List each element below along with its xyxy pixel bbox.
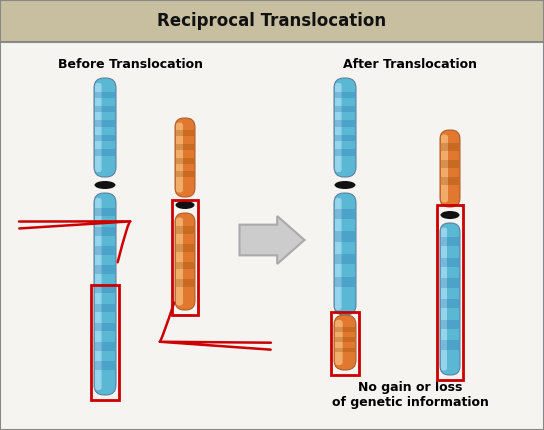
FancyBboxPatch shape bbox=[175, 118, 195, 197]
Bar bbox=[441, 319, 459, 329]
Text: No gain or loss
of genetic information: No gain or loss of genetic information bbox=[331, 381, 489, 409]
Bar bbox=[95, 227, 115, 236]
Ellipse shape bbox=[176, 201, 195, 209]
Bar bbox=[335, 327, 355, 332]
Bar bbox=[95, 208, 115, 216]
Bar bbox=[441, 258, 459, 267]
Bar bbox=[95, 92, 115, 98]
Bar bbox=[176, 226, 194, 234]
Bar bbox=[335, 254, 355, 264]
Bar bbox=[441, 237, 459, 246]
FancyBboxPatch shape bbox=[334, 78, 356, 177]
Bar bbox=[176, 144, 194, 150]
Bar bbox=[95, 106, 115, 112]
Bar bbox=[95, 284, 115, 293]
Bar bbox=[91, 285, 119, 400]
Bar bbox=[441, 340, 459, 350]
Bar bbox=[176, 279, 194, 287]
Polygon shape bbox=[239, 216, 305, 264]
Bar bbox=[335, 231, 355, 242]
Bar bbox=[335, 106, 355, 112]
FancyBboxPatch shape bbox=[95, 83, 102, 172]
Bar bbox=[95, 135, 115, 141]
Bar bbox=[176, 171, 194, 177]
Bar bbox=[441, 160, 459, 168]
Bar bbox=[441, 299, 459, 308]
Bar bbox=[95, 265, 115, 274]
Bar bbox=[331, 312, 359, 375]
Bar bbox=[176, 261, 194, 270]
FancyBboxPatch shape bbox=[441, 135, 448, 203]
Bar bbox=[95, 149, 115, 156]
FancyBboxPatch shape bbox=[334, 315, 356, 370]
Bar bbox=[335, 149, 355, 156]
Bar bbox=[335, 92, 355, 98]
Bar bbox=[95, 361, 115, 370]
FancyBboxPatch shape bbox=[94, 78, 116, 177]
Ellipse shape bbox=[441, 211, 460, 219]
Text: After Translocation: After Translocation bbox=[343, 58, 477, 71]
Bar bbox=[335, 347, 355, 352]
Bar bbox=[95, 342, 115, 350]
Bar bbox=[441, 177, 459, 184]
Bar bbox=[335, 338, 355, 342]
Bar bbox=[176, 130, 194, 136]
Text: Before Translocation: Before Translocation bbox=[58, 58, 202, 71]
Bar bbox=[95, 246, 115, 255]
Bar bbox=[172, 200, 198, 315]
FancyBboxPatch shape bbox=[440, 130, 460, 207]
Bar bbox=[0, 0, 544, 42]
FancyBboxPatch shape bbox=[335, 83, 342, 172]
FancyBboxPatch shape bbox=[335, 198, 342, 310]
FancyBboxPatch shape bbox=[175, 213, 195, 310]
FancyBboxPatch shape bbox=[95, 198, 102, 390]
Bar bbox=[335, 209, 355, 219]
Ellipse shape bbox=[95, 181, 115, 189]
FancyBboxPatch shape bbox=[441, 227, 447, 371]
Bar bbox=[176, 157, 194, 163]
Bar bbox=[95, 304, 115, 312]
FancyBboxPatch shape bbox=[334, 193, 356, 315]
Bar bbox=[335, 120, 355, 127]
Bar bbox=[441, 143, 459, 151]
Bar bbox=[437, 205, 463, 380]
FancyBboxPatch shape bbox=[335, 320, 343, 365]
Bar bbox=[441, 278, 459, 288]
Bar bbox=[335, 277, 355, 287]
Text: Reciprocal Translocation: Reciprocal Translocation bbox=[157, 12, 387, 30]
Bar bbox=[335, 135, 355, 141]
FancyBboxPatch shape bbox=[176, 218, 183, 305]
Ellipse shape bbox=[335, 181, 355, 189]
Bar bbox=[95, 120, 115, 127]
FancyBboxPatch shape bbox=[176, 123, 183, 193]
FancyBboxPatch shape bbox=[440, 223, 460, 375]
Bar bbox=[176, 244, 194, 252]
FancyBboxPatch shape bbox=[94, 193, 116, 395]
Bar bbox=[95, 323, 115, 332]
